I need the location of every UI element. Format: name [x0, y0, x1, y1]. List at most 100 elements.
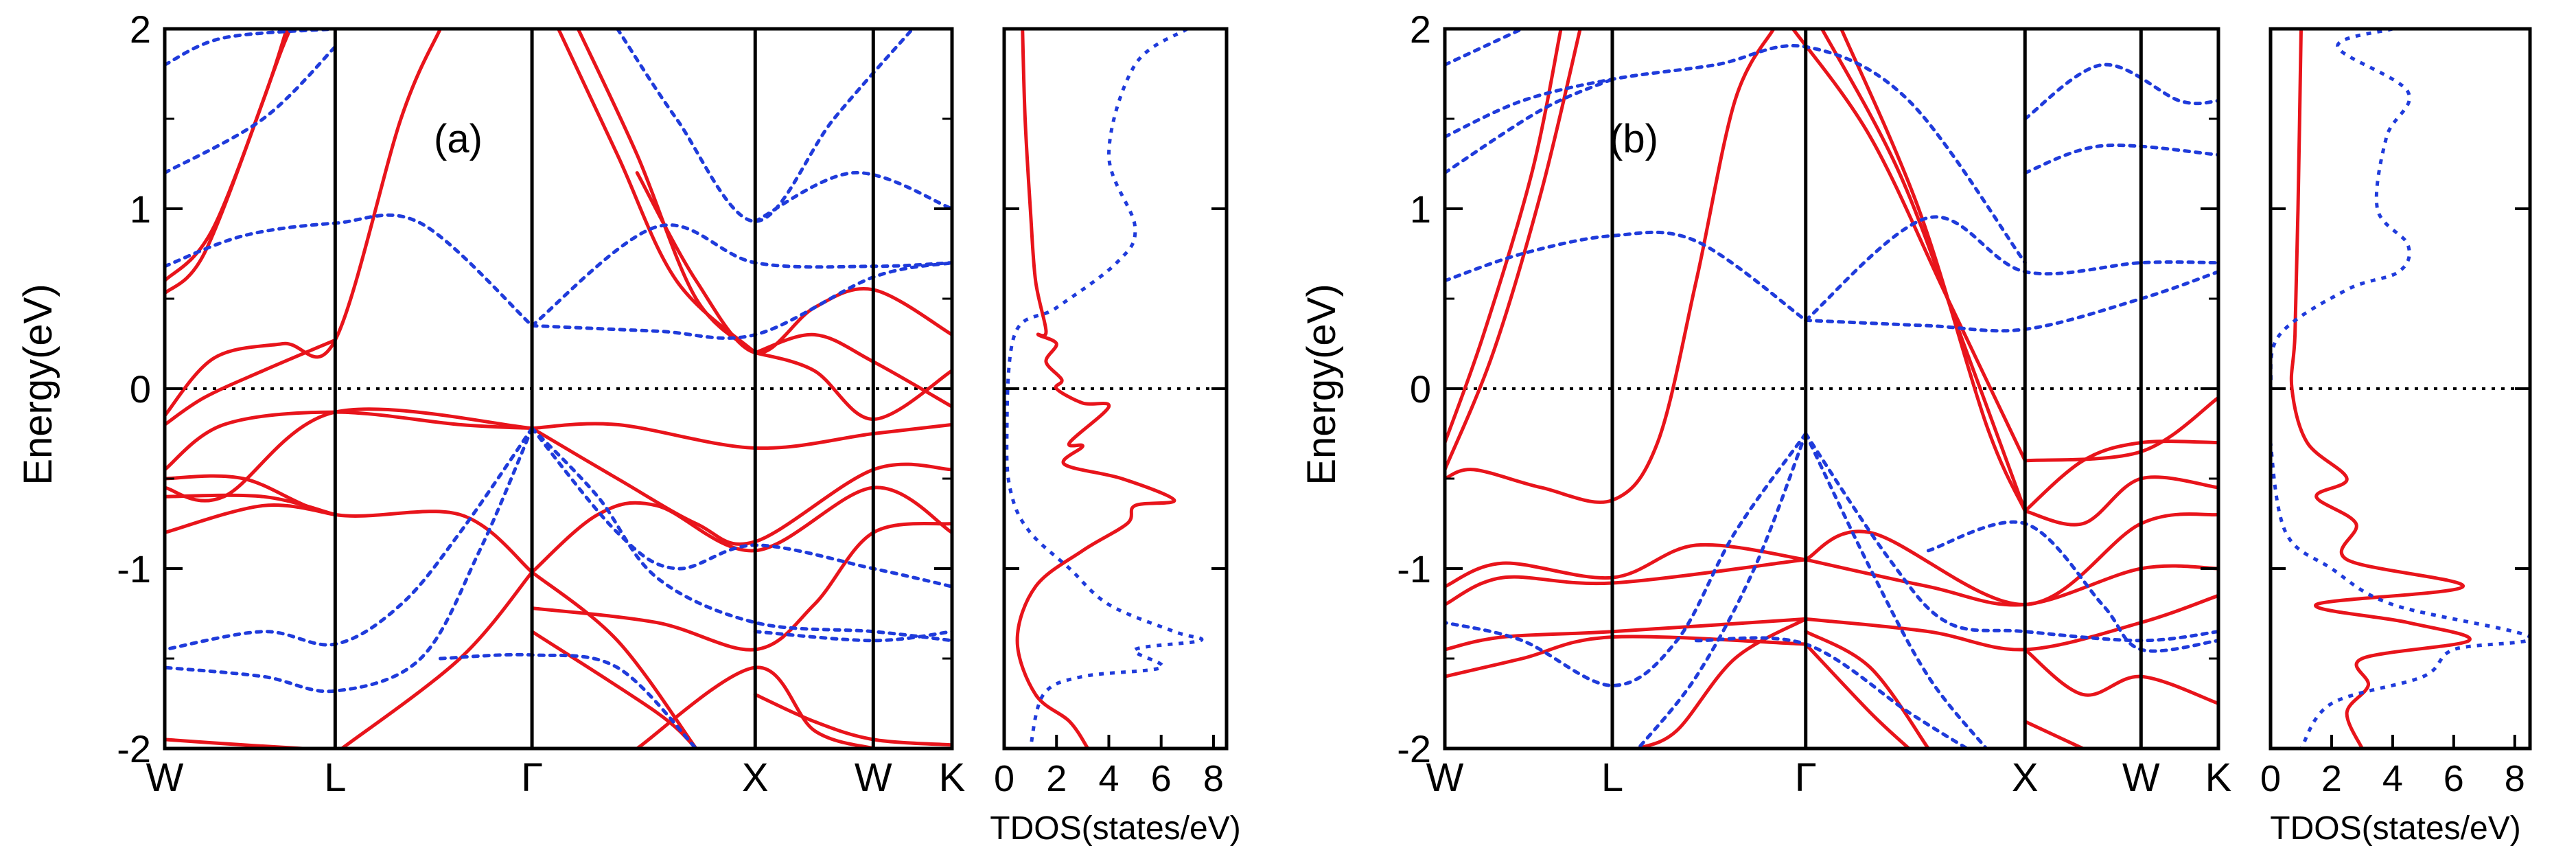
panel-a-spin-up-band [165, 474, 534, 574]
panel-a-spin-down-band [530, 426, 952, 643]
panel-b-spin-up-band [2023, 720, 2085, 749]
panel-a-ylabel: Energy(eV) [16, 284, 60, 485]
panel-b-spin-down-band [1636, 432, 1808, 749]
panel-a-spin-up-band [753, 332, 952, 409]
panel-a-spin-down-band [439, 652, 698, 749]
panel-b-ytick-label: 0 [1410, 367, 1431, 411]
panel-b-tdos-xtick-label: 0 [2260, 758, 2281, 799]
panel-a-kpoint-label: L [324, 755, 346, 800]
panel-b-kpoint-label: X [2012, 755, 2039, 800]
panel-b-spin-down-band [1445, 44, 2027, 265]
panel-b-spin-up-band [2023, 439, 2218, 513]
panel-b-spin-down-band [1445, 77, 1614, 175]
panel-a-ytick-label: 1 [130, 187, 151, 231]
panel-a-spin-up-band [530, 630, 698, 749]
panel-a-spin-down-band [165, 29, 337, 67]
panel-a-tdos-xlabel: TDOS(states/eV) [990, 810, 1240, 847]
panel-a-spin-down-band [753, 630, 952, 643]
panel-a-ytick-label: -1 [117, 547, 151, 591]
panel-b-ytick-label: -2 [1397, 727, 1431, 770]
panel-a-spin-down-band [165, 426, 534, 652]
panel-b-kpoint-label: K [2205, 755, 2232, 800]
panel-a-ytick-label: 2 [130, 8, 151, 51]
panel-b-kpoint-label: W [2122, 755, 2160, 800]
panel-a-spin-up-band [340, 570, 534, 749]
panel-a-spin-up-band [753, 351, 952, 422]
panel-a-tdos-xtick-label: 6 [1151, 758, 1172, 799]
panel-a-spin-up-band [165, 503, 337, 535]
panel-b-band-frame [1443, 27, 2220, 751]
panel-b-tdos-frame [2268, 27, 2532, 751]
panel-a-spin-up-band [530, 485, 952, 574]
panel-b-ytick-label: -1 [1397, 547, 1431, 591]
panel-a-band-frame [163, 27, 954, 751]
panel-a-ytick-label: 0 [130, 367, 151, 411]
panel-b-spin-up-band [1636, 617, 1808, 749]
panel-a-spin-up-band [635, 665, 875, 749]
panel-b-spin-down-band [1694, 636, 1969, 749]
panel-b-spin-up-band [2023, 648, 2218, 705]
panel-b-spin-up-band [1820, 29, 2027, 513]
panel-b-tdos-xtick-label: 8 [2505, 758, 2525, 799]
panel-b-spin-down-band [1804, 432, 2218, 643]
panel-a-spin-up-band [635, 171, 952, 355]
panel-a-ytick-label: -2 [117, 727, 151, 770]
panel-a-label: (a) [434, 117, 483, 161]
panel-b-spin-up-band [1791, 29, 2027, 463]
panel-b-spin-down-band [1445, 230, 1808, 322]
panel-a-kpoint-label: W [855, 755, 892, 800]
panel-a-spin-down-band [753, 171, 952, 223]
panel-b-ytick-label: 1 [1410, 187, 1431, 231]
panel-b-spin-up-band [1445, 29, 1563, 445]
panel-b-spin-down-band [2023, 62, 2218, 121]
panel-a-spin-down-band [165, 213, 534, 328]
panel-a-kpoint-label: X [742, 755, 769, 800]
panel-b-spin-down-band [1804, 270, 2218, 333]
panel-b-spin-down-band [2023, 144, 2218, 175]
panel-a-spin-down-band [165, 45, 337, 175]
panel-a-spin-up-band [753, 692, 952, 747]
panel-a-spin-up-band [165, 29, 442, 418]
panel-b-spin-up-band [2023, 396, 2218, 463]
panel-a-spin-down-band [530, 261, 952, 340]
panel-b-spin-up-band [1445, 558, 1808, 606]
panel-b-spin-up-band [1445, 29, 1582, 472]
panel-a-spin-up-band [576, 29, 757, 355]
panel-a-spin-down-band [165, 426, 534, 694]
panel-b-tdos-xlabel: TDOS(states/eV) [2270, 810, 2520, 847]
panel-b-ytick-label: 2 [1410, 8, 1431, 51]
panel-b-spin-up-band [1804, 630, 1930, 749]
panel-b-spin-down-band [1804, 215, 2218, 322]
panel-a-kpoint-label: Γ [521, 755, 543, 800]
panel-b-spin-down-band [1926, 520, 2218, 653]
panel-b-kpoint-label: Γ [1795, 755, 1817, 800]
panel-a-kpoint-label: K [939, 755, 966, 800]
panel-b-spin-up-band [1445, 29, 1776, 504]
panel-b-tdos-xtick-label: 6 [2444, 758, 2464, 799]
panel-a-tdos-xtick-label: 2 [1046, 758, 1067, 799]
panel-b-tdos-xtick-label: 4 [2382, 758, 2403, 799]
panel-b-kpoint-label: L [1601, 755, 1623, 800]
panel-a-spin-down-band [616, 29, 915, 223]
panel-b-kpoint-label: W [1426, 755, 1464, 800]
panel-a-tdos-spin-up-curve [1015, 29, 1176, 749]
panel-a-spin-down-band [530, 426, 952, 589]
panel-a-tdos-xtick-label: 8 [1203, 758, 1224, 799]
panel-b-spin-down-band [1804, 432, 1988, 749]
panel-a-spin-up-band [530, 422, 952, 450]
panel-b-spin-up-band [1804, 642, 1911, 749]
panel-a-spin-up-band [530, 570, 698, 749]
panel-b-spin-up-band [1445, 635, 1808, 678]
panel-a-spin-up-band [165, 338, 337, 426]
panel-a-tdos-xtick-label: 0 [994, 758, 1014, 799]
panel-b-spin-up-band [2023, 475, 2218, 527]
panel-a-kpoint-label: W [146, 755, 184, 800]
panel-a-spin-up-band [165, 29, 294, 283]
panel-b-spin-up-band [1445, 617, 1808, 652]
